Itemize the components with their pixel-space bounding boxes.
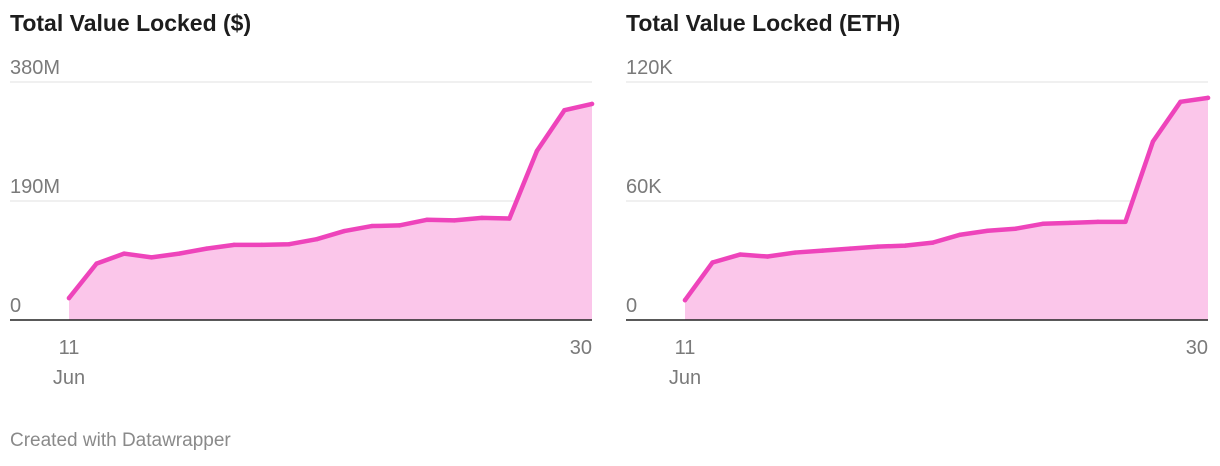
y-tick-label: 190M	[10, 176, 60, 198]
data-point	[1178, 99, 1183, 105]
chart-tvl-usd: 0 190M 380M 11 Jun 30	[10, 57, 595, 389]
data-point	[507, 216, 512, 221]
x-tick-label: 30	[570, 337, 592, 359]
chart-title-eth: Total Value Locked (ETH)	[626, 10, 901, 36]
x-tick-sublabel: Jun	[669, 367, 701, 389]
y-tick-label: 0	[626, 295, 637, 317]
y-tick-label: 60K	[626, 176, 662, 198]
data-point	[958, 232, 963, 237]
data-point	[94, 261, 99, 266]
data-point	[682, 297, 688, 303]
data-point	[66, 295, 72, 301]
data-point	[259, 242, 264, 248]
data-point	[342, 228, 347, 234]
data-point	[424, 217, 430, 222]
series-line	[682, 95, 1211, 303]
series-line	[66, 101, 595, 301]
data-point	[479, 215, 485, 221]
data-point	[1095, 219, 1101, 225]
area-fill	[69, 103, 592, 320]
data-point	[452, 218, 457, 223]
y-tick-label: 0	[10, 295, 21, 317]
data-point	[397, 223, 402, 228]
data-point	[1013, 226, 1018, 231]
data-point	[1205, 95, 1211, 101]
area-fill	[685, 97, 1208, 320]
data-point	[820, 248, 825, 253]
data-point	[231, 242, 237, 248]
datawrapper-credit: Created with Datawrapper	[10, 430, 231, 451]
data-point	[314, 237, 319, 242]
x-tick-label: 30	[1186, 337, 1208, 359]
data-point	[589, 101, 595, 107]
data-point	[765, 254, 770, 259]
data-point	[903, 243, 908, 248]
data-point	[1123, 219, 1128, 225]
data-point	[792, 250, 798, 255]
chart-title-usd: Total Value Locked ($)	[10, 10, 252, 36]
data-point	[1068, 220, 1073, 226]
data-point	[875, 244, 880, 249]
y-tick-label: 380M	[10, 57, 60, 79]
data-point	[149, 255, 154, 260]
data-point	[737, 252, 743, 257]
data-point	[1040, 221, 1046, 227]
data-point	[204, 246, 209, 251]
data-point	[1150, 139, 1156, 144]
data-point	[369, 223, 374, 229]
data-point	[710, 260, 715, 265]
data-point	[930, 240, 935, 245]
data-point	[176, 251, 182, 256]
y-tick-label: 120K	[626, 57, 673, 79]
data-point	[847, 246, 853, 251]
data-point	[287, 242, 292, 247]
x-tick-sublabel: Jun	[53, 367, 85, 389]
data-point	[534, 148, 540, 154]
x-tick-label: 11	[675, 337, 696, 359]
data-point	[985, 228, 990, 233]
x-tick-label: 11	[59, 337, 80, 359]
data-point	[121, 251, 127, 256]
chart-tvl-eth: 0 60K 120K 11 Jun 30	[626, 57, 1211, 389]
data-point	[562, 107, 567, 113]
